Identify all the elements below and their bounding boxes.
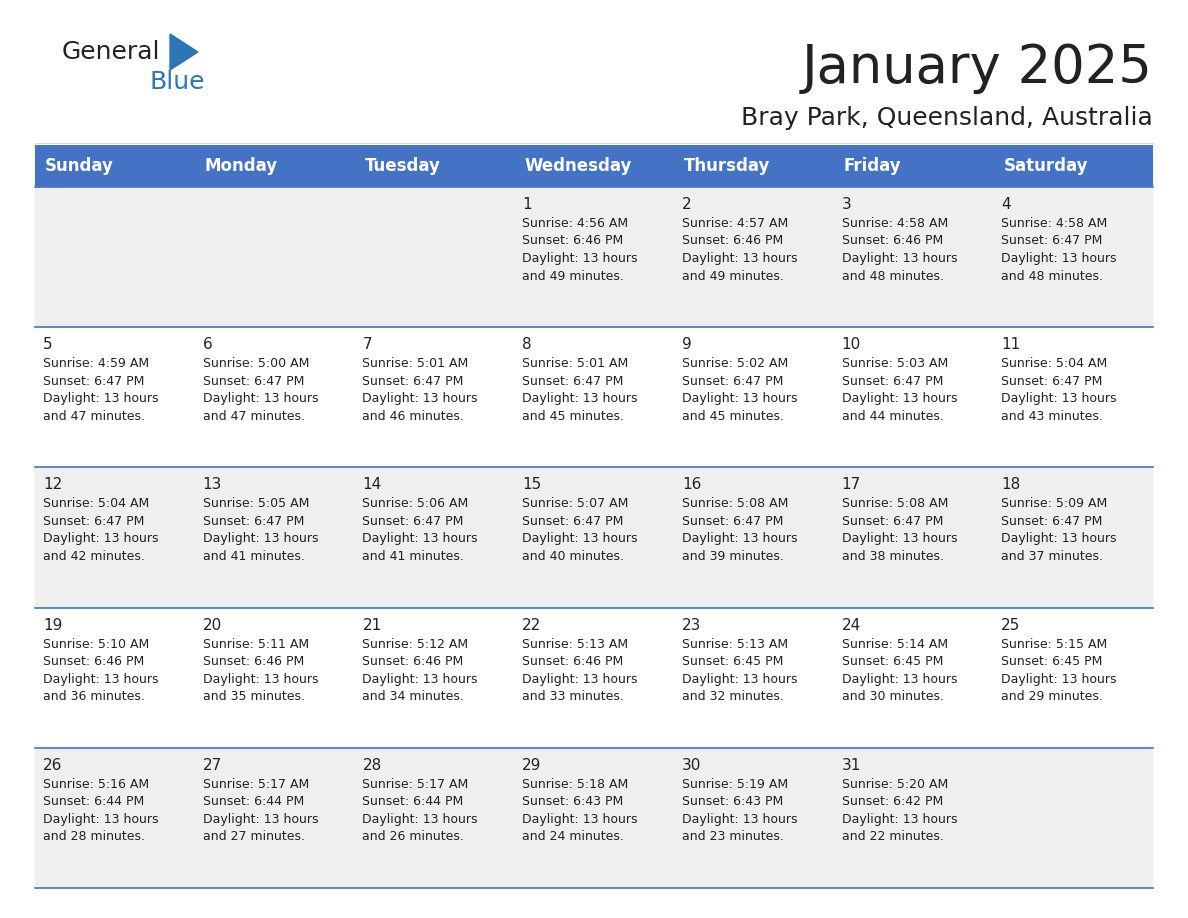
Text: Bray Park, Queensland, Australia: Bray Park, Queensland, Australia — [741, 106, 1154, 130]
Text: 10: 10 — [841, 337, 861, 353]
Text: Sunrise: 5:13 AM
Sunset: 6:46 PM
Daylight: 13 hours
and 33 minutes.: Sunrise: 5:13 AM Sunset: 6:46 PM Dayligh… — [523, 638, 638, 703]
Text: 9: 9 — [682, 337, 691, 353]
Text: Sunrise: 5:20 AM
Sunset: 6:42 PM
Daylight: 13 hours
and 22 minutes.: Sunrise: 5:20 AM Sunset: 6:42 PM Dayligh… — [841, 778, 958, 844]
Text: Sunrise: 5:17 AM
Sunset: 6:44 PM
Daylight: 13 hours
and 27 minutes.: Sunrise: 5:17 AM Sunset: 6:44 PM Dayligh… — [203, 778, 318, 844]
Text: 16: 16 — [682, 477, 701, 492]
Text: 17: 17 — [841, 477, 861, 492]
Text: Sunrise: 5:19 AM
Sunset: 6:43 PM
Daylight: 13 hours
and 23 minutes.: Sunrise: 5:19 AM Sunset: 6:43 PM Dayligh… — [682, 778, 797, 844]
Text: 29: 29 — [523, 757, 542, 773]
Text: 27: 27 — [203, 757, 222, 773]
Text: Sunrise: 5:08 AM
Sunset: 6:47 PM
Daylight: 13 hours
and 39 minutes.: Sunrise: 5:08 AM Sunset: 6:47 PM Dayligh… — [682, 498, 797, 563]
Text: Sunrise: 5:17 AM
Sunset: 6:44 PM
Daylight: 13 hours
and 26 minutes.: Sunrise: 5:17 AM Sunset: 6:44 PM Dayligh… — [362, 778, 478, 844]
Text: Sunrise: 5:06 AM
Sunset: 6:47 PM
Daylight: 13 hours
and 41 minutes.: Sunrise: 5:06 AM Sunset: 6:47 PM Dayligh… — [362, 498, 478, 563]
Polygon shape — [170, 34, 198, 70]
Text: 22: 22 — [523, 618, 542, 633]
Text: 3: 3 — [841, 197, 852, 212]
Text: Sunrise: 5:01 AM
Sunset: 6:47 PM
Daylight: 13 hours
and 45 minutes.: Sunrise: 5:01 AM Sunset: 6:47 PM Dayligh… — [523, 357, 638, 422]
Text: Sunrise: 5:04 AM
Sunset: 6:47 PM
Daylight: 13 hours
and 43 minutes.: Sunrise: 5:04 AM Sunset: 6:47 PM Dayligh… — [1001, 357, 1117, 422]
Text: 11: 11 — [1001, 337, 1020, 353]
Text: 30: 30 — [682, 757, 701, 773]
Text: 20: 20 — [203, 618, 222, 633]
Text: Sunrise: 4:59 AM
Sunset: 6:47 PM
Daylight: 13 hours
and 47 minutes.: Sunrise: 4:59 AM Sunset: 6:47 PM Dayligh… — [43, 357, 158, 422]
Text: Monday: Monday — [204, 157, 278, 175]
Text: Sunrise: 5:02 AM
Sunset: 6:47 PM
Daylight: 13 hours
and 45 minutes.: Sunrise: 5:02 AM Sunset: 6:47 PM Dayligh… — [682, 357, 797, 422]
Text: 13: 13 — [203, 477, 222, 492]
Text: 7: 7 — [362, 337, 372, 353]
Text: Sunrise: 5:09 AM
Sunset: 6:47 PM
Daylight: 13 hours
and 37 minutes.: Sunrise: 5:09 AM Sunset: 6:47 PM Dayligh… — [1001, 498, 1117, 563]
Text: Friday: Friday — [843, 157, 902, 175]
Text: Sunrise: 5:12 AM
Sunset: 6:46 PM
Daylight: 13 hours
and 34 minutes.: Sunrise: 5:12 AM Sunset: 6:46 PM Dayligh… — [362, 638, 478, 703]
Text: Sunrise: 5:08 AM
Sunset: 6:47 PM
Daylight: 13 hours
and 38 minutes.: Sunrise: 5:08 AM Sunset: 6:47 PM Dayligh… — [841, 498, 958, 563]
Text: Blue: Blue — [150, 70, 206, 94]
Text: Sunrise: 5:10 AM
Sunset: 6:46 PM
Daylight: 13 hours
and 36 minutes.: Sunrise: 5:10 AM Sunset: 6:46 PM Dayligh… — [43, 638, 158, 703]
Text: 28: 28 — [362, 757, 381, 773]
Bar — [34, 608, 1154, 748]
Text: 18: 18 — [1001, 477, 1020, 492]
Text: 2: 2 — [682, 197, 691, 212]
Text: Saturday: Saturday — [1004, 157, 1088, 175]
Text: Sunrise: 5:16 AM
Sunset: 6:44 PM
Daylight: 13 hours
and 28 minutes.: Sunrise: 5:16 AM Sunset: 6:44 PM Dayligh… — [43, 778, 158, 844]
Text: Tuesday: Tuesday — [365, 157, 441, 175]
Text: 12: 12 — [43, 477, 62, 492]
Text: 19: 19 — [43, 618, 63, 633]
Bar — [34, 467, 1154, 608]
Text: January 2025: January 2025 — [802, 42, 1154, 94]
Text: 14: 14 — [362, 477, 381, 492]
Text: Sunrise: 5:07 AM
Sunset: 6:47 PM
Daylight: 13 hours
and 40 minutes.: Sunrise: 5:07 AM Sunset: 6:47 PM Dayligh… — [523, 498, 638, 563]
Text: 26: 26 — [43, 757, 63, 773]
Text: Sunrise: 5:05 AM
Sunset: 6:47 PM
Daylight: 13 hours
and 41 minutes.: Sunrise: 5:05 AM Sunset: 6:47 PM Dayligh… — [203, 498, 318, 563]
Text: General: General — [62, 40, 160, 64]
Text: 31: 31 — [841, 757, 861, 773]
Text: Sunrise: 5:14 AM
Sunset: 6:45 PM
Daylight: 13 hours
and 30 minutes.: Sunrise: 5:14 AM Sunset: 6:45 PM Dayligh… — [841, 638, 958, 703]
Text: Sunrise: 4:58 AM
Sunset: 6:47 PM
Daylight: 13 hours
and 48 minutes.: Sunrise: 4:58 AM Sunset: 6:47 PM Dayligh… — [1001, 217, 1117, 283]
Text: Sunday: Sunday — [45, 157, 114, 175]
Text: Thursday: Thursday — [684, 157, 770, 175]
Text: 15: 15 — [523, 477, 542, 492]
Bar — [34, 145, 1154, 187]
Text: 8: 8 — [523, 337, 532, 353]
Text: 23: 23 — [682, 618, 701, 633]
Text: Wednesday: Wednesday — [524, 157, 632, 175]
Text: Sunrise: 5:04 AM
Sunset: 6:47 PM
Daylight: 13 hours
and 42 minutes.: Sunrise: 5:04 AM Sunset: 6:47 PM Dayligh… — [43, 498, 158, 563]
Bar — [34, 187, 1154, 327]
Text: Sunrise: 5:13 AM
Sunset: 6:45 PM
Daylight: 13 hours
and 32 minutes.: Sunrise: 5:13 AM Sunset: 6:45 PM Dayligh… — [682, 638, 797, 703]
Text: Sunrise: 5:11 AM
Sunset: 6:46 PM
Daylight: 13 hours
and 35 minutes.: Sunrise: 5:11 AM Sunset: 6:46 PM Dayligh… — [203, 638, 318, 703]
Text: Sunrise: 5:18 AM
Sunset: 6:43 PM
Daylight: 13 hours
and 24 minutes.: Sunrise: 5:18 AM Sunset: 6:43 PM Dayligh… — [523, 778, 638, 844]
Bar — [34, 748, 1154, 888]
Text: Sunrise: 4:58 AM
Sunset: 6:46 PM
Daylight: 13 hours
and 48 minutes.: Sunrise: 4:58 AM Sunset: 6:46 PM Dayligh… — [841, 217, 958, 283]
Text: 1: 1 — [523, 197, 532, 212]
Text: Sunrise: 5:03 AM
Sunset: 6:47 PM
Daylight: 13 hours
and 44 minutes.: Sunrise: 5:03 AM Sunset: 6:47 PM Dayligh… — [841, 357, 958, 422]
Text: Sunrise: 5:01 AM
Sunset: 6:47 PM
Daylight: 13 hours
and 46 minutes.: Sunrise: 5:01 AM Sunset: 6:47 PM Dayligh… — [362, 357, 478, 422]
Text: 25: 25 — [1001, 618, 1020, 633]
Text: 24: 24 — [841, 618, 861, 633]
Bar — [34, 327, 1154, 467]
Text: Sunrise: 4:56 AM
Sunset: 6:46 PM
Daylight: 13 hours
and 49 minutes.: Sunrise: 4:56 AM Sunset: 6:46 PM Dayligh… — [523, 217, 638, 283]
Text: Sunrise: 5:00 AM
Sunset: 6:47 PM
Daylight: 13 hours
and 47 minutes.: Sunrise: 5:00 AM Sunset: 6:47 PM Dayligh… — [203, 357, 318, 422]
Text: 6: 6 — [203, 337, 213, 353]
Text: 4: 4 — [1001, 197, 1011, 212]
Text: 5: 5 — [43, 337, 52, 353]
Text: Sunrise: 5:15 AM
Sunset: 6:45 PM
Daylight: 13 hours
and 29 minutes.: Sunrise: 5:15 AM Sunset: 6:45 PM Dayligh… — [1001, 638, 1117, 703]
Text: 21: 21 — [362, 618, 381, 633]
Text: Sunrise: 4:57 AM
Sunset: 6:46 PM
Daylight: 13 hours
and 49 minutes.: Sunrise: 4:57 AM Sunset: 6:46 PM Dayligh… — [682, 217, 797, 283]
